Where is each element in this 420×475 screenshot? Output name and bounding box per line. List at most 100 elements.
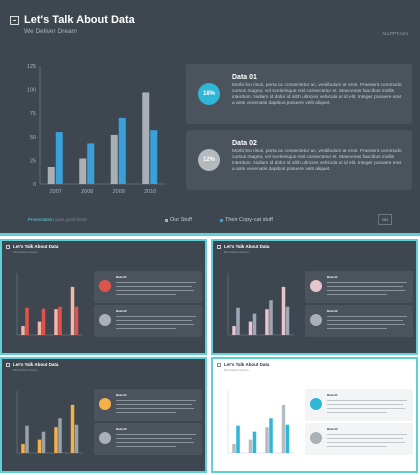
data-card-2: 12% Data 02 Morbi leo risus, porta ac co… (186, 130, 412, 190)
card-title-2: Data 02 (232, 140, 257, 147)
thumb-bar (41, 308, 46, 335)
thumb-bar (25, 425, 29, 453)
slide-subtitle: We Deliver Dream (24, 28, 77, 35)
thumb-card-title-1: Data 01 (327, 275, 338, 279)
thumb-text-line (327, 438, 403, 439)
thumb-text-line (327, 290, 405, 291)
thumb-chart (16, 273, 83, 336)
thumb-bar (265, 427, 269, 453)
thumb-chart (227, 273, 294, 336)
thumb-badge-2 (99, 432, 111, 444)
thumb-bar (285, 424, 290, 453)
thumb-card-title-1: Data 01 (327, 393, 338, 397)
thumb-subtitle: We Deliver Dream (13, 368, 38, 372)
thumb-text-line (327, 446, 387, 447)
thumb-badge-1 (310, 280, 322, 292)
main-slide[interactable]: Let's Talk About Data We Deliver Dream A… (0, 0, 420, 236)
thumb-bar (281, 404, 286, 453)
thumbnail-slide-3[interactable]: Let's Talk About Data We Deliver Dream D… (0, 357, 207, 473)
bar-2008-series-2 (87, 143, 95, 184)
thumb-bar (236, 307, 240, 335)
thumb-text-line (116, 434, 196, 435)
thumb-card-2: Data 02 (94, 423, 202, 455)
y-tick-label: 50 (30, 135, 36, 141)
bar-2010-series-2 (150, 130, 158, 184)
thumb-text-line (327, 412, 387, 413)
footer-label-main: Presentation (28, 217, 54, 222)
thumb-bar (236, 425, 240, 453)
thumb-icon (217, 245, 221, 249)
thumb-bar (70, 404, 75, 453)
thumb-text-line (116, 316, 196, 317)
thumb-card-title-2: Data 02 (116, 427, 127, 431)
thumb-text-line (327, 316, 407, 317)
thumb-text-line (327, 404, 403, 405)
thumb-title: Let's Talk About Data (224, 244, 270, 249)
thumb-card-1: Data 01 (305, 389, 413, 421)
y-tick-label: 0 (33, 182, 36, 188)
x-tick-label: 2008 (81, 189, 93, 195)
thumb-bar (248, 321, 253, 335)
thumbnail-slide-4[interactable]: Let's Talk About Data We Deliver Dream D… (211, 357, 418, 473)
bar-2008-series-1 (79, 158, 87, 184)
thumb-text-line (116, 412, 176, 413)
thumb-text-line (116, 290, 194, 291)
thumb-bar (21, 444, 25, 453)
percent-badge-1: 18% (198, 83, 220, 105)
thumb-subtitle: We Deliver Dream (13, 250, 38, 254)
thumb-card-title-2: Data 02 (116, 309, 127, 313)
card-body-2: Morbi leo risus, porta ac consectetur ac… (232, 149, 402, 172)
thumb-bar (269, 300, 273, 335)
thumb-card-1: Data 01 (94, 389, 202, 421)
bar-2007-series-1 (47, 167, 55, 184)
thumb-bar (58, 418, 62, 453)
thumb-bar (232, 326, 236, 335)
x-tick-label: 2007 (50, 189, 62, 195)
thumb-icon (6, 363, 10, 367)
thumb-bar (248, 439, 253, 453)
thumb-text-line (116, 320, 192, 321)
thumb-text-line (327, 286, 403, 287)
thumbnail-slide-1[interactable]: Let's Talk About Data We Deliver Dream D… (0, 239, 207, 355)
thumb-chart (227, 391, 294, 454)
card-body-1: Morbi leo risus, porta ac consectetur ac… (232, 83, 402, 106)
thumb-bar (252, 431, 257, 453)
thumb-title: Let's Talk About Data (13, 362, 59, 367)
thumb-badge-2 (99, 314, 111, 326)
data-card-1: 18% Data 01 Morbi leo risus, porta ac co… (186, 64, 412, 124)
thumb-badge-1 (99, 398, 111, 410)
thumb-bar (37, 321, 42, 335)
thumb-text-line (327, 294, 387, 295)
thumb-bar (269, 418, 273, 453)
slide-icon (10, 16, 19, 25)
thumb-badge-2 (310, 314, 322, 326)
bar-chart: 0 25 50 75 100 125 2007 2008 2009 2010 (14, 60, 174, 200)
thumb-text-line (327, 328, 387, 329)
thumb-bar (281, 286, 286, 335)
thumb-bar (232, 444, 236, 453)
thumb-title: Let's Talk About Data (13, 244, 59, 249)
thumb-card-title-2: Data 02 (327, 309, 338, 313)
thumb-text-line (116, 400, 196, 401)
thumb-bar (58, 306, 62, 335)
thumb-bar (54, 309, 58, 335)
thumb-card-2: Data 02 (305, 423, 413, 455)
thumb-bar (41, 431, 46, 453)
bar-2009-series-1 (110, 134, 118, 184)
thumb-text-line (116, 446, 176, 447)
thumb-card-1: Data 01 (305, 271, 413, 303)
thumbnail-slide-2[interactable]: Let's Talk About Data We Deliver Dream D… (211, 239, 418, 355)
thumb-subtitle: We Deliver Dream (224, 368, 249, 372)
thumb-bar (37, 439, 42, 453)
thumb-bar (74, 306, 79, 335)
thumb-bar (285, 306, 290, 335)
thumb-chart (16, 391, 83, 454)
thumb-text-line (116, 408, 194, 409)
thumb-text-line (327, 320, 403, 321)
slide-title: Let's Talk About Data (24, 14, 135, 26)
thumb-badge-2 (310, 432, 322, 444)
page-number-button[interactable]: OO (378, 214, 392, 225)
footer-hint: your good hints (55, 217, 87, 222)
thumb-card-title-1: Data 01 (116, 275, 127, 279)
thumb-subtitle: We Deliver Dream (224, 250, 249, 254)
